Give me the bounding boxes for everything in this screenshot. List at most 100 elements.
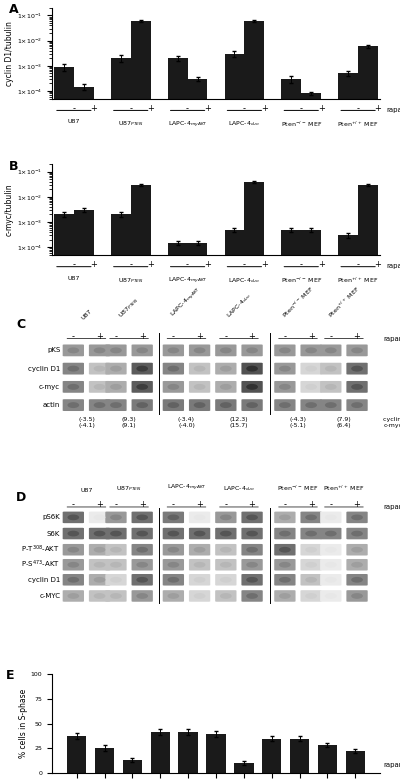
- Ellipse shape: [279, 384, 291, 390]
- FancyBboxPatch shape: [320, 362, 342, 375]
- FancyBboxPatch shape: [215, 362, 236, 375]
- FancyBboxPatch shape: [105, 512, 127, 523]
- FancyBboxPatch shape: [215, 512, 236, 523]
- FancyBboxPatch shape: [300, 399, 322, 411]
- Text: (-5.1): (-5.1): [290, 423, 306, 428]
- Ellipse shape: [68, 384, 79, 390]
- Ellipse shape: [246, 531, 258, 537]
- FancyBboxPatch shape: [105, 399, 127, 411]
- Ellipse shape: [194, 402, 206, 408]
- FancyBboxPatch shape: [320, 512, 342, 523]
- Ellipse shape: [68, 515, 79, 520]
- FancyBboxPatch shape: [215, 574, 236, 586]
- FancyBboxPatch shape: [63, 344, 84, 356]
- Text: S6K: S6K: [47, 530, 60, 537]
- Ellipse shape: [305, 366, 317, 372]
- Bar: [54, 67, 74, 781]
- Ellipse shape: [168, 402, 179, 408]
- Text: Pten$^{-/-}$ MEF: Pten$^{-/-}$ MEF: [281, 276, 322, 285]
- Text: (-3.5): (-3.5): [78, 417, 95, 422]
- Bar: [74, 210, 94, 781]
- Ellipse shape: [136, 562, 148, 568]
- FancyBboxPatch shape: [346, 528, 368, 540]
- Ellipse shape: [68, 531, 79, 537]
- Ellipse shape: [246, 593, 258, 599]
- Text: U87$_{PTEN}$: U87$_{PTEN}$: [118, 119, 144, 128]
- Ellipse shape: [325, 515, 337, 520]
- Ellipse shape: [305, 593, 317, 599]
- Text: -: -: [224, 500, 227, 509]
- FancyBboxPatch shape: [274, 512, 296, 523]
- FancyBboxPatch shape: [274, 574, 296, 586]
- FancyBboxPatch shape: [215, 559, 236, 571]
- Ellipse shape: [168, 562, 179, 568]
- FancyBboxPatch shape: [89, 559, 110, 571]
- Ellipse shape: [194, 531, 206, 537]
- Bar: [188, 79, 208, 781]
- FancyBboxPatch shape: [189, 344, 210, 356]
- Text: (9.1): (9.1): [122, 423, 136, 428]
- Bar: [95, 748, 114, 773]
- FancyBboxPatch shape: [242, 344, 263, 356]
- Text: -: -: [72, 260, 75, 269]
- FancyBboxPatch shape: [89, 528, 110, 540]
- Text: A: A: [9, 3, 19, 16]
- Ellipse shape: [110, 531, 122, 537]
- FancyBboxPatch shape: [132, 381, 153, 393]
- Ellipse shape: [279, 593, 291, 599]
- FancyBboxPatch shape: [320, 574, 342, 586]
- FancyBboxPatch shape: [274, 559, 296, 571]
- Ellipse shape: [94, 547, 106, 553]
- FancyBboxPatch shape: [274, 381, 296, 393]
- Text: B: B: [9, 159, 19, 173]
- Bar: [131, 21, 151, 781]
- Text: +: +: [139, 500, 146, 509]
- FancyBboxPatch shape: [215, 399, 236, 411]
- Text: +: +: [249, 332, 256, 341]
- FancyBboxPatch shape: [132, 559, 153, 571]
- FancyBboxPatch shape: [242, 528, 263, 540]
- FancyBboxPatch shape: [242, 362, 263, 375]
- Text: +: +: [204, 104, 211, 113]
- FancyBboxPatch shape: [274, 399, 296, 411]
- FancyBboxPatch shape: [132, 590, 153, 601]
- Ellipse shape: [220, 402, 232, 408]
- Ellipse shape: [325, 547, 337, 553]
- Y-axis label: cyclin D1/tubulin: cyclin D1/tubulin: [5, 21, 14, 86]
- Ellipse shape: [351, 547, 363, 553]
- Ellipse shape: [68, 593, 79, 599]
- Ellipse shape: [325, 402, 337, 408]
- Bar: [224, 54, 244, 781]
- FancyBboxPatch shape: [242, 574, 263, 586]
- Ellipse shape: [110, 562, 122, 568]
- Text: -: -: [114, 332, 118, 341]
- Bar: [338, 73, 358, 781]
- Ellipse shape: [220, 384, 232, 390]
- Ellipse shape: [246, 562, 258, 568]
- Bar: [318, 745, 337, 773]
- Ellipse shape: [94, 593, 106, 599]
- Text: U87: U87: [80, 308, 92, 320]
- FancyBboxPatch shape: [89, 344, 110, 356]
- Text: U87: U87: [68, 276, 80, 280]
- Bar: [123, 761, 142, 773]
- FancyBboxPatch shape: [89, 381, 110, 393]
- Ellipse shape: [110, 348, 122, 353]
- Ellipse shape: [136, 515, 148, 520]
- Ellipse shape: [246, 402, 258, 408]
- Ellipse shape: [351, 577, 363, 583]
- Bar: [281, 79, 301, 781]
- Text: +: +: [308, 332, 314, 341]
- Ellipse shape: [194, 348, 206, 353]
- Ellipse shape: [220, 547, 232, 553]
- Text: cyclin D1: cyclin D1: [28, 366, 60, 372]
- FancyBboxPatch shape: [63, 362, 84, 375]
- Text: (6.4): (6.4): [337, 423, 351, 428]
- Text: -: -: [283, 500, 286, 509]
- FancyBboxPatch shape: [163, 381, 184, 393]
- Ellipse shape: [68, 366, 79, 372]
- Ellipse shape: [110, 515, 122, 520]
- Ellipse shape: [220, 531, 232, 537]
- Ellipse shape: [351, 562, 363, 568]
- FancyBboxPatch shape: [105, 528, 127, 540]
